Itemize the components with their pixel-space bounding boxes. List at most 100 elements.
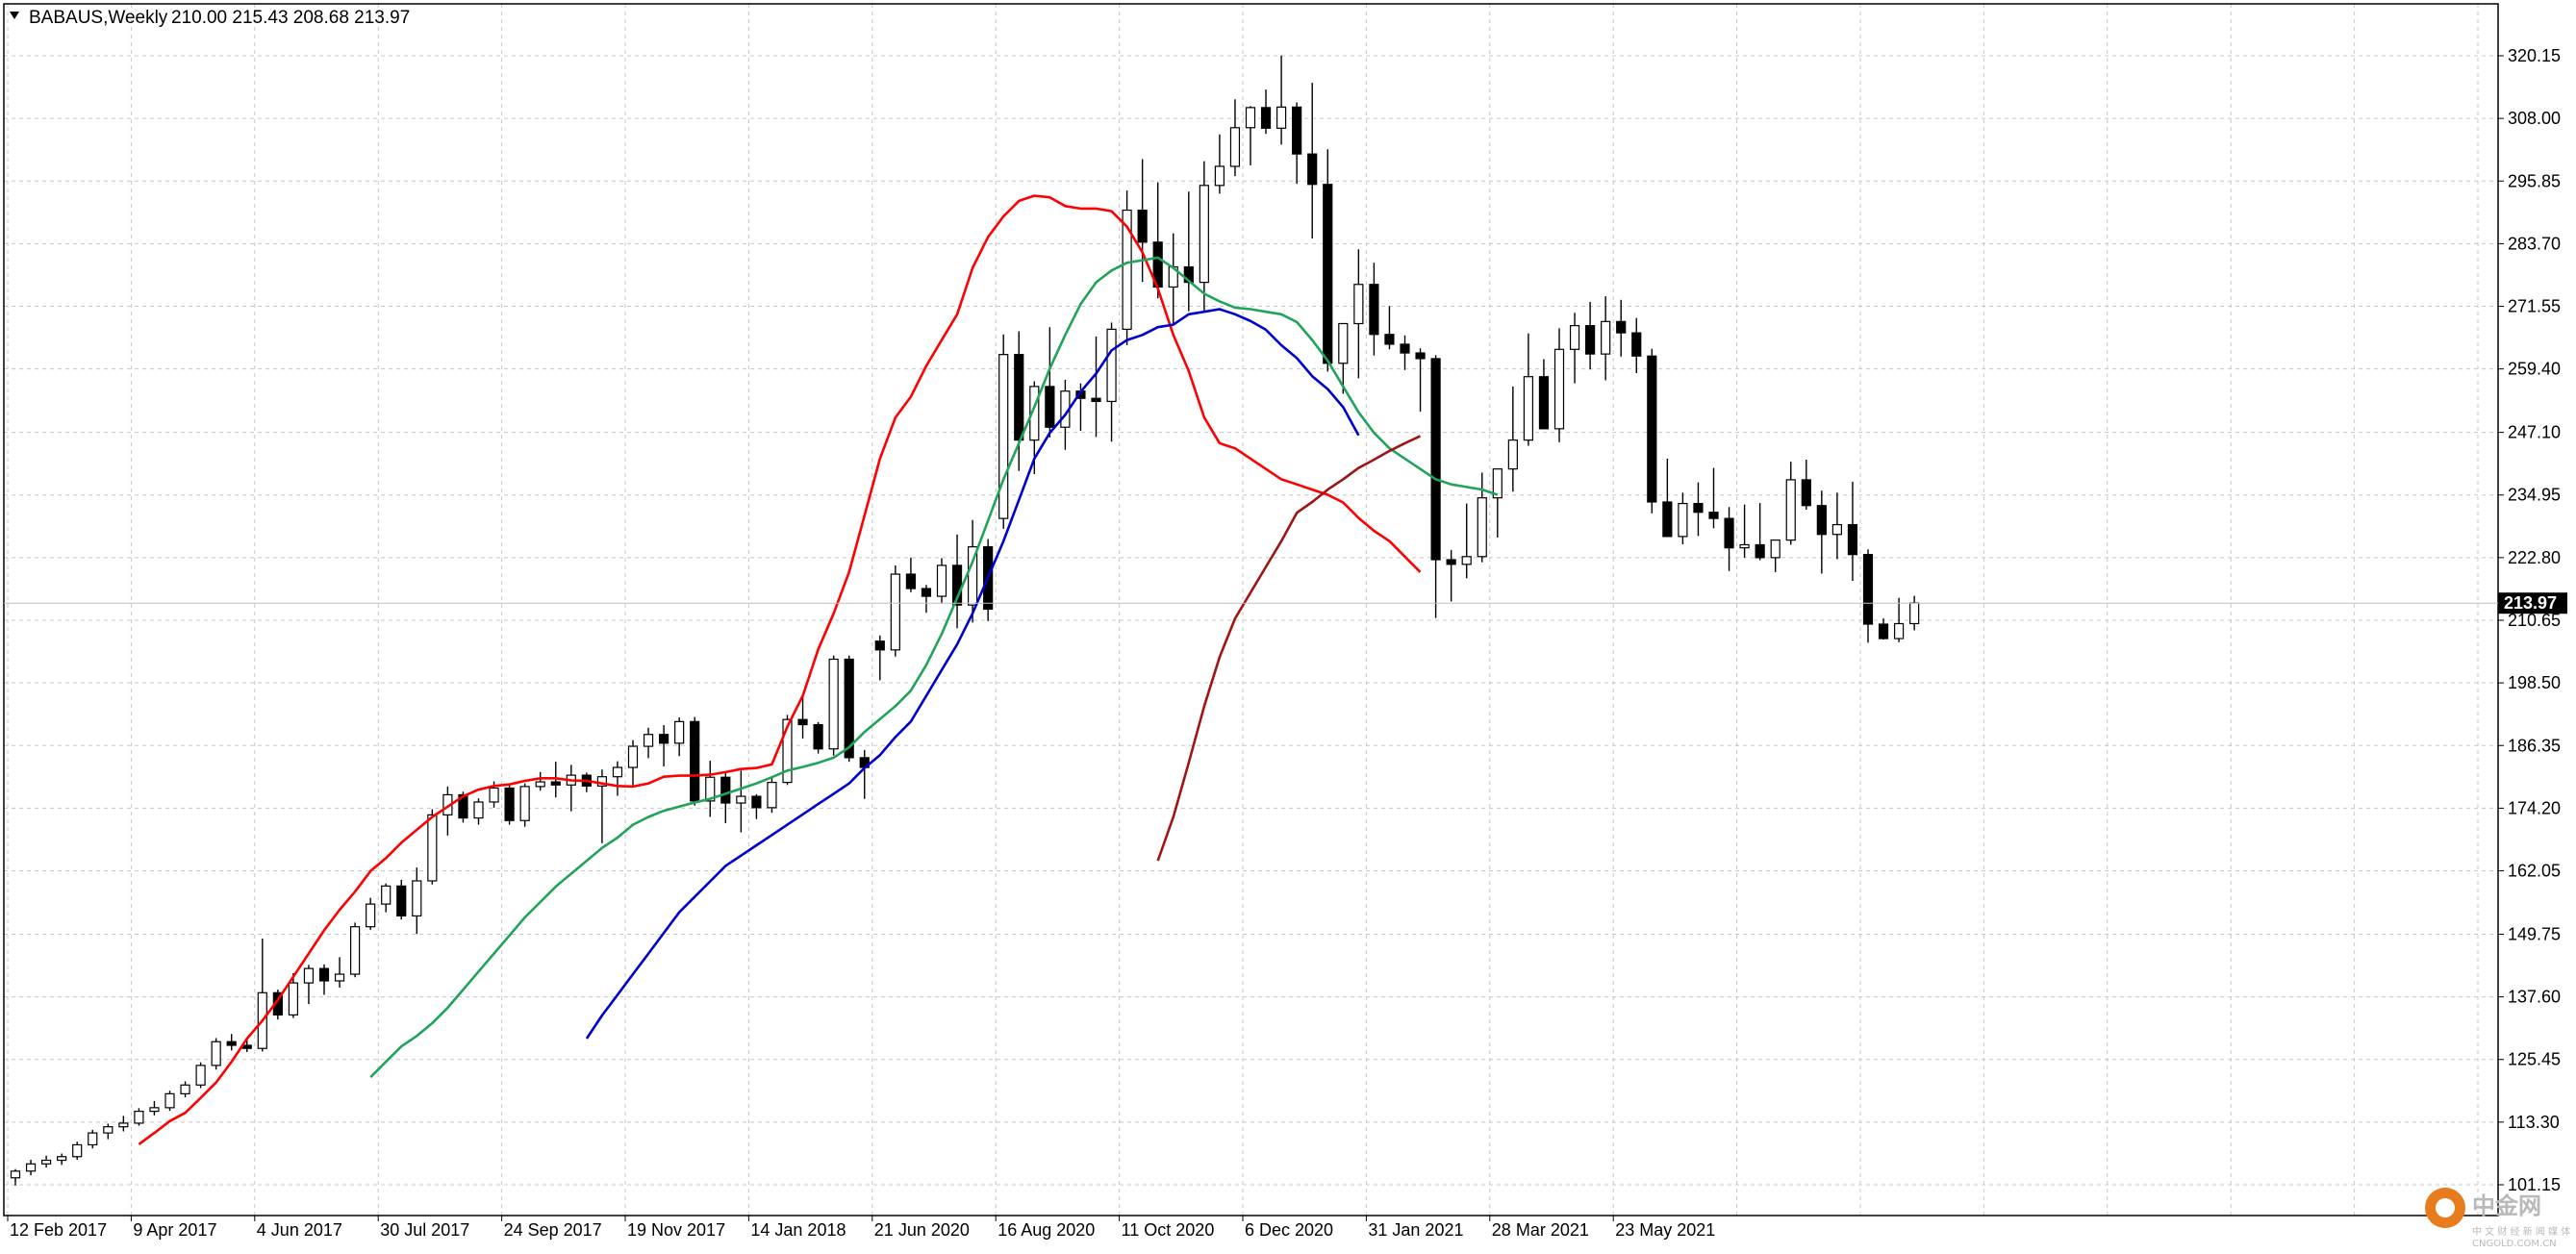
x-tick-label: 23 May 2021 (1615, 1220, 1715, 1240)
candle (1584, 301, 1596, 370)
candle-body-bull (767, 781, 777, 809)
candle-body-bull (674, 720, 685, 744)
candle-body-bull (350, 926, 361, 975)
chart-header: BABAUS,Weekly 210.00 215.43 208.68 213.9… (10, 8, 410, 28)
y-tick-label: 198.50 (2508, 673, 2561, 692)
candle-body-bull (118, 1122, 129, 1128)
candle-body-bull (1461, 556, 1472, 565)
candle-body-bear (1801, 479, 1811, 507)
candle-body-bear (658, 734, 669, 744)
candle (1878, 618, 1889, 640)
candle (366, 897, 376, 930)
candle-body-bull (103, 1126, 114, 1134)
candle-body-bear (396, 885, 407, 917)
candle (1014, 331, 1024, 471)
candle-body-bull (40, 1159, 52, 1165)
candle (1801, 460, 1811, 511)
candle-body-bear (1260, 107, 1272, 129)
cngold-logo-inner-icon (2436, 1198, 2455, 1217)
candle (1307, 83, 1318, 239)
candle (1106, 322, 1117, 442)
candle-body-bear (1415, 352, 1426, 360)
candle (1538, 359, 1550, 430)
candle (1647, 348, 1657, 514)
moving-average-line-3 (585, 308, 1360, 1040)
candle (1693, 482, 1704, 537)
y-tick-label: 308.00 (2508, 109, 2561, 128)
candle (767, 778, 777, 814)
candle-body-bear (720, 776, 731, 804)
candle-body-bear (1307, 153, 1318, 186)
candle (350, 922, 361, 978)
candle (844, 655, 854, 763)
candle-body-bull (890, 573, 900, 651)
candle (226, 1034, 237, 1051)
candle (1631, 317, 1642, 373)
candle-body-bear (1647, 355, 1657, 503)
candle (874, 635, 885, 681)
candle (1369, 263, 1379, 356)
candle-body-bull (1477, 497, 1487, 558)
candle-body-bull (998, 354, 1009, 519)
candle (1384, 306, 1395, 350)
candle (10, 1168, 21, 1186)
x-tick-label: 21 Jun 2020 (874, 1220, 970, 1240)
candle-body-bull (1492, 468, 1503, 499)
candle-body-bear (844, 658, 854, 759)
candle-body-bear (813, 723, 823, 750)
candle (1245, 106, 1256, 165)
candle (1724, 507, 1734, 571)
candle-body-bear (1755, 543, 1765, 559)
candle-body-bear (1862, 554, 1874, 625)
candle-body-bear (1384, 334, 1395, 345)
candle (427, 809, 438, 885)
candle-body-bull (1245, 107, 1256, 129)
candle-body-bear (1538, 376, 1550, 430)
y-tick-label: 247.10 (2508, 423, 2561, 442)
candle (1770, 539, 1780, 572)
y-tick-label: 186.35 (2508, 736, 2561, 755)
candle (318, 964, 330, 995)
candle (1477, 472, 1487, 563)
candle-body-bear (1724, 517, 1734, 549)
candle-body-bear (1091, 397, 1101, 403)
candle-body-bear (921, 588, 932, 597)
candle (1323, 149, 1333, 372)
candle (381, 883, 391, 913)
moving-average-line-2 (369, 256, 1499, 1079)
candle-body-bear (1045, 386, 1055, 428)
candle-body-bull (1275, 106, 1287, 129)
candle-body-bull (473, 801, 484, 819)
candle-body-bull (334, 973, 345, 982)
candle (1678, 492, 1688, 544)
candle-body-bear (1631, 332, 1642, 357)
candle (612, 761, 623, 796)
candle-body-bull (627, 745, 639, 768)
candle-body-bull (1029, 386, 1040, 441)
candle (1045, 327, 1055, 438)
candle-body-bear (1584, 325, 1596, 355)
candle (1353, 249, 1364, 379)
x-tick-label: 9 Apr 2017 (133, 1220, 216, 1240)
candle (1523, 333, 1534, 446)
candle-body-bull (1893, 622, 1905, 640)
candle-body-bull (412, 880, 422, 917)
candle-body-bear (1708, 512, 1719, 519)
dropdown-triangle-icon[interactable] (10, 12, 19, 19)
candle (1229, 99, 1241, 177)
candle-body-bull (1831, 523, 1843, 536)
candle (134, 1108, 144, 1126)
candle-body-bull (10, 1170, 21, 1179)
y-tick-label: 320.15 (2508, 46, 2561, 65)
candle-body-bear (690, 720, 700, 802)
candle-body-bear (550, 781, 561, 786)
x-tick-label: 31 Jan 2021 (1368, 1220, 1463, 1240)
x-tick-label: 6 Dec 2020 (1245, 1220, 1333, 1240)
watermark-logo: 中金网 中 文 财 经 新 闻 媒 体 CNGOLD.COM.CN (2425, 1188, 2570, 1249)
candle (535, 771, 545, 791)
candle (736, 770, 746, 833)
candle-body-bull (489, 787, 499, 803)
y-tick-label: 174.20 (2508, 798, 2561, 817)
